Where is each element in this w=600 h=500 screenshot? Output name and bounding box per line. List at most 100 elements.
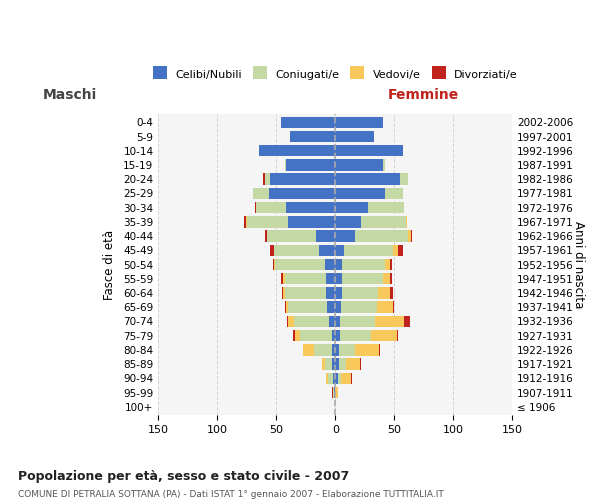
Bar xyxy=(335,244,344,256)
Bar xyxy=(335,316,340,327)
Bar xyxy=(332,344,335,356)
Bar xyxy=(288,302,327,313)
Bar xyxy=(271,244,274,256)
Bar xyxy=(286,202,335,213)
Legend: Celibi/Nubili, Coniugati/e, Vedovi/e, Divorziati/e: Celibi/Nubili, Coniugati/e, Vedovi/e, Di… xyxy=(149,65,522,84)
Y-axis label: Anni di nascita: Anni di nascita xyxy=(572,221,585,308)
Bar xyxy=(281,116,335,128)
Bar xyxy=(287,316,288,327)
Bar xyxy=(293,330,295,342)
Bar xyxy=(288,216,335,228)
Bar xyxy=(273,259,274,270)
Bar xyxy=(385,259,389,270)
Bar xyxy=(335,344,339,356)
Bar xyxy=(371,330,397,342)
Bar xyxy=(265,230,267,242)
Bar xyxy=(328,372,333,384)
Bar xyxy=(288,316,294,327)
Bar xyxy=(334,387,335,398)
Bar xyxy=(360,358,361,370)
Bar xyxy=(343,288,378,298)
Bar xyxy=(377,302,393,313)
Bar xyxy=(326,273,335,284)
Bar xyxy=(335,216,361,228)
Bar xyxy=(269,188,335,199)
Bar xyxy=(286,302,288,313)
Bar xyxy=(335,302,341,313)
Bar xyxy=(335,372,338,384)
Bar xyxy=(267,230,316,242)
Bar xyxy=(346,358,360,370)
Bar xyxy=(335,145,403,156)
Bar xyxy=(340,316,376,327)
Bar xyxy=(274,244,319,256)
Bar xyxy=(332,358,335,370)
Bar xyxy=(335,202,368,213)
Bar xyxy=(400,174,409,185)
Bar xyxy=(314,344,332,356)
Bar xyxy=(355,344,379,356)
Bar xyxy=(383,160,385,170)
Bar xyxy=(341,372,350,384)
Bar xyxy=(335,116,383,128)
Bar xyxy=(383,273,389,284)
Bar xyxy=(350,372,352,384)
Bar xyxy=(247,216,288,228)
Bar xyxy=(338,372,341,384)
Bar xyxy=(355,230,409,242)
Bar xyxy=(335,288,343,298)
Bar xyxy=(286,160,335,170)
Bar xyxy=(397,330,398,342)
Bar xyxy=(295,330,300,342)
Bar xyxy=(335,358,339,370)
Bar xyxy=(256,202,286,213)
Bar xyxy=(332,387,333,398)
Bar xyxy=(379,344,380,356)
Bar xyxy=(253,188,269,199)
Bar xyxy=(326,288,335,298)
Bar xyxy=(325,259,335,270)
Text: Femmine: Femmine xyxy=(388,88,460,102)
Bar xyxy=(304,344,314,356)
Bar xyxy=(411,230,412,242)
Bar xyxy=(284,160,286,170)
Bar xyxy=(282,288,283,298)
Bar xyxy=(284,273,326,284)
Bar xyxy=(283,273,284,284)
Bar xyxy=(290,131,335,142)
Bar xyxy=(271,174,335,185)
Bar xyxy=(335,174,400,185)
Bar xyxy=(393,302,394,313)
Bar xyxy=(263,174,265,185)
Bar xyxy=(389,288,393,298)
Bar xyxy=(281,273,283,284)
Bar xyxy=(333,387,334,398)
Bar xyxy=(389,259,392,270)
Bar xyxy=(326,372,328,384)
Bar xyxy=(325,358,332,370)
Bar xyxy=(322,358,325,370)
Bar xyxy=(340,330,371,342)
Bar xyxy=(319,244,335,256)
Bar xyxy=(404,316,410,327)
Bar xyxy=(385,188,403,199)
Bar xyxy=(283,288,284,298)
Bar xyxy=(389,273,392,284)
Bar xyxy=(332,330,335,342)
Bar xyxy=(406,216,407,228)
Bar xyxy=(265,174,271,185)
Bar xyxy=(333,372,335,384)
Bar xyxy=(284,302,286,313)
Y-axis label: Fasce di età: Fasce di età xyxy=(103,230,116,300)
Bar xyxy=(259,145,335,156)
Bar xyxy=(335,131,374,142)
Text: Maschi: Maschi xyxy=(43,88,97,102)
Bar xyxy=(335,273,343,284)
Bar xyxy=(335,330,340,342)
Bar xyxy=(255,202,256,213)
Bar xyxy=(335,259,343,270)
Bar xyxy=(274,259,275,270)
Bar xyxy=(335,188,385,199)
Bar xyxy=(327,302,335,313)
Bar xyxy=(329,316,335,327)
